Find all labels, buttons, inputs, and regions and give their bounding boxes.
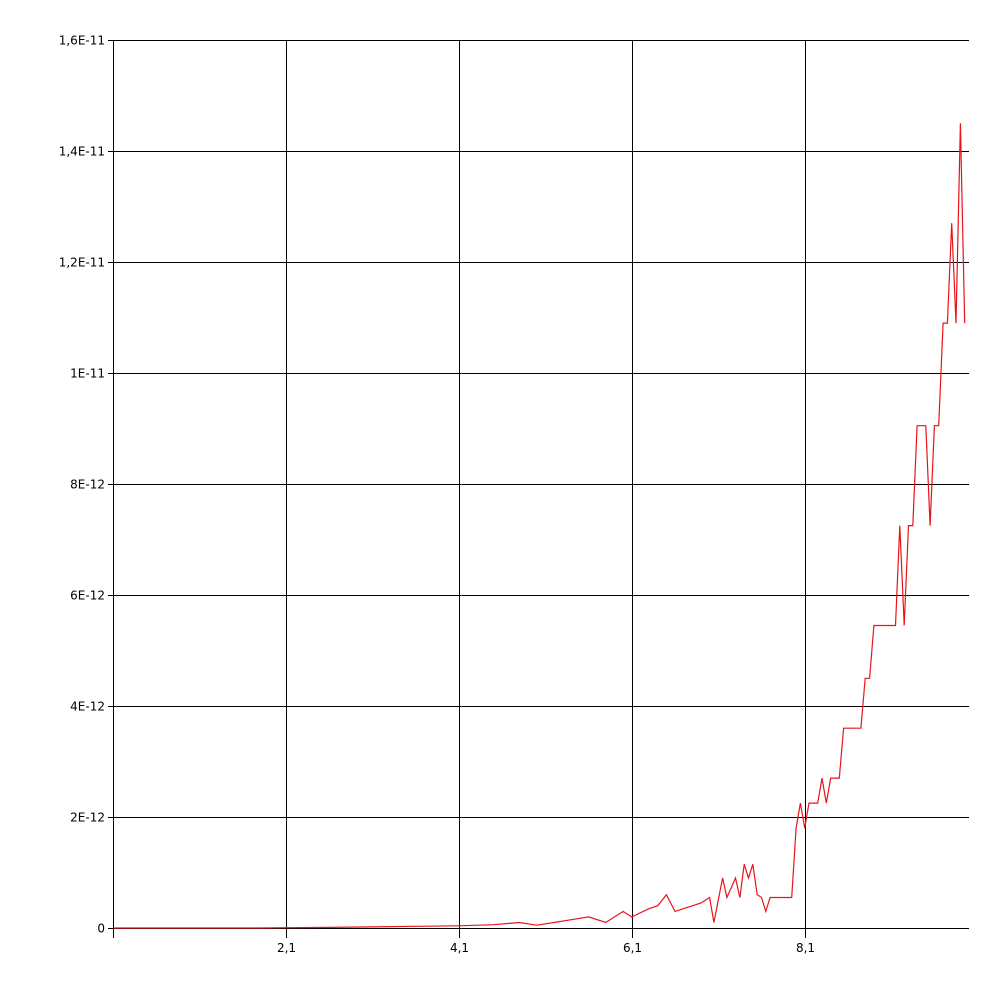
y-tick-label: 8E-12 bbox=[70, 478, 105, 492]
grid-lines bbox=[113, 40, 969, 929]
series-layer bbox=[113, 123, 966, 929]
y-tick-label: 1E-11 bbox=[70, 367, 105, 381]
y-tick-label: 0 bbox=[97, 922, 105, 936]
x-tick-label: 8,1 bbox=[796, 941, 815, 955]
series-line bbox=[113, 123, 966, 929]
x-tick-label: 2,1 bbox=[277, 941, 296, 955]
y-tick-label: 6E-12 bbox=[70, 589, 105, 603]
x-tick-labels: 2,1 4,1 6,1 8,1 bbox=[277, 941, 815, 955]
x-tick-label: 6,1 bbox=[623, 941, 642, 955]
y-tick-label: 1,4E-11 bbox=[59, 145, 105, 159]
x-tick-label: 4,1 bbox=[450, 941, 469, 955]
axes bbox=[108, 40, 969, 938]
y-tick-labels: 0 2E-12 4E-12 6E-12 8E-12 1E-11 1,2E-11 1,4E-11… bbox=[59, 34, 105, 936]
y-tick-label: 2E-12 bbox=[70, 811, 105, 825]
y-tick-label: 4E-12 bbox=[70, 700, 105, 714]
y-tick-label: 1,6E-11 bbox=[59, 34, 105, 48]
y-tick-label: 1,2E-11 bbox=[59, 256, 105, 270]
